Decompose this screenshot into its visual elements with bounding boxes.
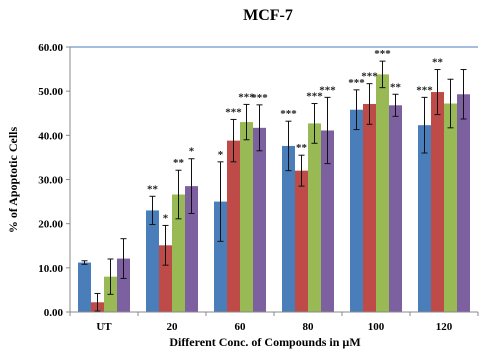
x-tick-label: 120 [436,321,453,333]
significance-label: *** [280,108,297,120]
significance-label-group: ****** ******************************** **… [147,48,444,224]
x-axis-ticks: UT 20 60 80 100 120 [69,312,479,333]
significance-label: ** [173,157,185,169]
y-tick-label: 30.00 [38,175,63,187]
bar [363,103,376,312]
significance-label: ** [432,57,444,69]
significance-label: *** [361,71,378,83]
y-axis-title: % of Apoptotic Cells [6,127,20,234]
y-tick-label: 40.00 [38,130,63,142]
significance-label: *** [348,77,365,89]
significance-label: *** [225,106,242,118]
bar [146,210,159,312]
significance-label: * [218,149,224,161]
chart-title: MCF-7 [243,7,293,24]
bar [185,186,198,312]
significance-label: * [163,212,169,224]
bar [227,140,240,312]
y-axis-ticks: 0.00 10.00 20.00 30.00 40.00 50.00 60.00 [38,42,70,319]
y-tick-label: 50.00 [38,86,63,98]
x-tick-label: 20 [167,321,179,333]
significance-label: *** [306,91,323,103]
bar [418,125,431,312]
significance-label: ** [390,81,402,93]
bar-series-group [78,74,470,313]
bar [172,194,185,312]
bar [214,201,227,312]
bar [159,245,172,312]
bar [321,130,334,312]
bar [431,92,444,312]
significance-label: ** [147,183,159,195]
bar [253,127,266,312]
bar [240,122,253,312]
bar [389,105,402,312]
error-bar-group [81,60,467,312]
x-axis-title: Different Conc. of Compounds in µM [169,335,360,349]
bar [376,74,389,312]
y-tick-label: 60.00 [38,42,63,54]
bar [295,170,308,312]
significance-label: *** [416,84,433,96]
significance-label: *** [374,48,391,60]
bar [444,103,457,313]
bar [78,262,91,312]
y-tick-label: 10.00 [38,263,63,275]
significance-label: *** [251,92,268,104]
significance-label: * [189,146,195,158]
bar [308,123,321,313]
bar [117,258,130,312]
bar [457,94,470,312]
x-tick-label: 80 [303,321,315,333]
x-tick-label: UT [96,321,112,333]
bar [350,109,363,312]
x-tick-label: 60 [235,321,247,333]
bar [282,145,295,312]
x-tick-label: 100 [368,321,385,333]
significance-label: *** [319,84,336,96]
y-tick-label: 20.00 [38,219,63,231]
y-tick-label: 0.00 [44,307,64,319]
significance-label: *** [238,91,255,103]
significance-label: ** [296,142,308,154]
